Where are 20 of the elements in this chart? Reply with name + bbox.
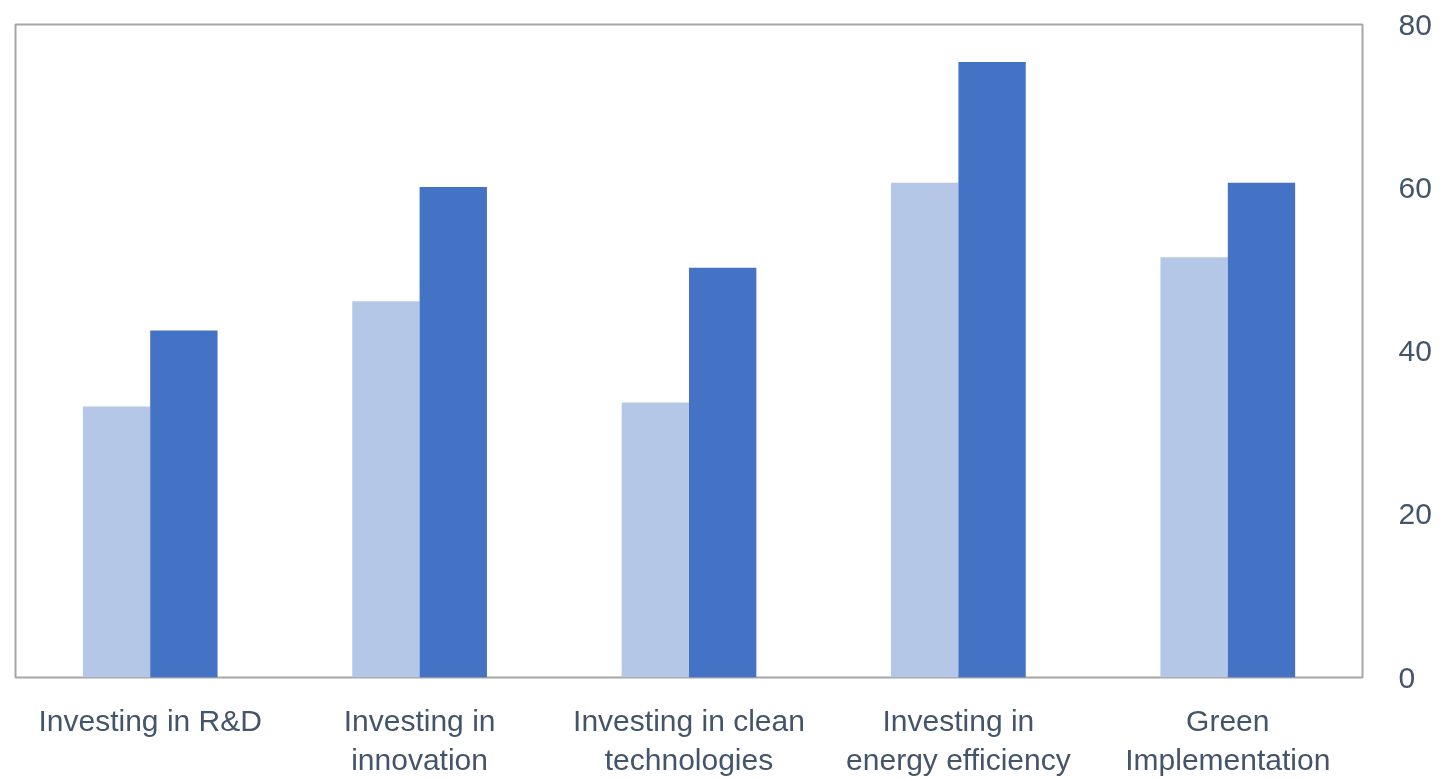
y-tick-label: 60 [1398, 170, 1432, 204]
bar [1160, 257, 1228, 678]
bar [150, 330, 218, 678]
x-tick-label: Investing in energy efficiency [846, 703, 1071, 777]
x-tick-label: Investing in innovation [343, 703, 496, 777]
y-tick-label: 40 [1398, 334, 1432, 367]
y-tick-label: 0 [1398, 660, 1416, 694]
bar [621, 402, 689, 678]
bar [82, 406, 151, 678]
y-tick-label: 20 [1398, 497, 1432, 531]
x-tick-label: Green Implementation [1125, 703, 1331, 777]
x-tick-label: Investing in clean technologies [573, 703, 805, 777]
bar [1227, 182, 1296, 678]
bar [958, 62, 1026, 678]
x-tick-label: Investing in R&D [38, 703, 262, 737]
bar [891, 182, 959, 678]
bar [352, 301, 420, 678]
bar [689, 267, 757, 678]
bar [419, 186, 487, 678]
y-tick-label: 80 [1398, 7, 1432, 41]
